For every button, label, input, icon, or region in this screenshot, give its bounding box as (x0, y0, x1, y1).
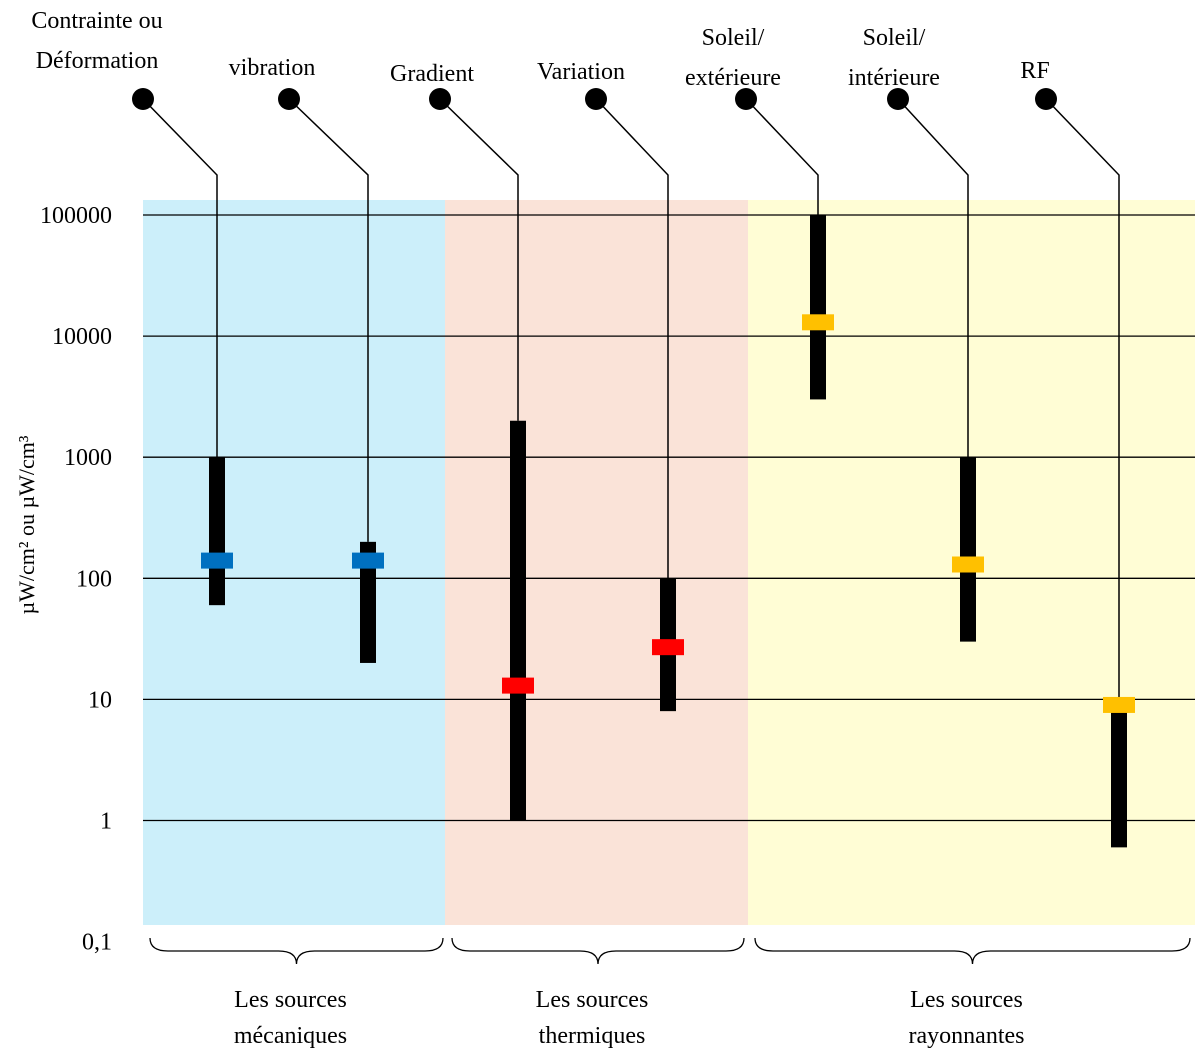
leader-dot (585, 88, 607, 110)
leader-dot (735, 88, 757, 110)
y-tick-labels: 100000 10000 1000 100 10 1 0,1 (40, 203, 112, 956)
leader-line (1045, 98, 1120, 712)
source-label: intérieure (848, 65, 940, 91)
leader-dot (1035, 88, 1057, 110)
group-brace (754, 937, 1191, 965)
source-label: Soleil/ (863, 25, 926, 51)
source-label: RF (1020, 58, 1049, 84)
leader-line (745, 98, 819, 215)
typical-markers (201, 314, 1135, 713)
typical-marker (1103, 696, 1135, 713)
group-label: Les sources (536, 987, 649, 1013)
range-bar (360, 541, 376, 663)
leader-line (288, 98, 369, 542)
group-label: rayonnantes (909, 1023, 1025, 1049)
group-backgrounds (143, 200, 1195, 925)
typical-marker (652, 639, 684, 656)
leader-dot (278, 88, 300, 110)
leader-line (897, 98, 969, 458)
typical-marker (802, 314, 834, 331)
leader-dot (132, 88, 154, 110)
group-label: Les sources (234, 987, 347, 1013)
leader-lines (132, 88, 1120, 712)
leader-dot (887, 88, 909, 110)
range-bar (810, 215, 826, 400)
typical-marker (502, 677, 534, 694)
range-bar (960, 457, 976, 642)
source-label: Soleil/ (702, 25, 765, 51)
leader-dot (429, 88, 451, 110)
source-label: Gradient (390, 61, 474, 87)
range-bar (510, 420, 526, 821)
source-label: extérieure (685, 65, 781, 91)
group-label: Les sources (910, 987, 1023, 1013)
leader-line (142, 98, 218, 458)
y-tick-label: 10 (88, 687, 112, 713)
y-tick-label: 0,1 (82, 930, 112, 956)
group-band-0 (143, 200, 445, 925)
y-tick-label: 10000 (52, 324, 112, 350)
group-brace (149, 937, 444, 965)
source-label: Contrainte ou (31, 8, 162, 34)
group-brace (451, 937, 745, 965)
source-labels: Contrainte ou Déformation vibration Gradien… (31, 8, 1049, 91)
source-label: Déformation (36, 48, 159, 74)
range-bar (209, 457, 225, 606)
y-axis-title: µW/cm² ou µW/cm³ (14, 435, 39, 614)
source-label: vibration (229, 55, 316, 81)
leader-line (595, 98, 669, 579)
leader-line (439, 98, 519, 421)
typical-marker (952, 556, 984, 573)
group-band-1 (445, 200, 748, 925)
y-tick-label: 1000 (64, 445, 112, 471)
y-tick-label: 1 (100, 809, 112, 835)
y-tick-label: 100000 (40, 203, 112, 229)
typical-marker (352, 552, 384, 569)
typical-marker (201, 552, 233, 569)
range-bar (1111, 711, 1127, 848)
group-label: thermiques (539, 1023, 646, 1049)
group-braces: Les sources mécaniques Les sources thermiqu… (149, 937, 1191, 1049)
source-label: Variation (537, 59, 625, 85)
group-label: mécaniques (234, 1023, 347, 1049)
y-tick-label: 100 (76, 566, 112, 592)
